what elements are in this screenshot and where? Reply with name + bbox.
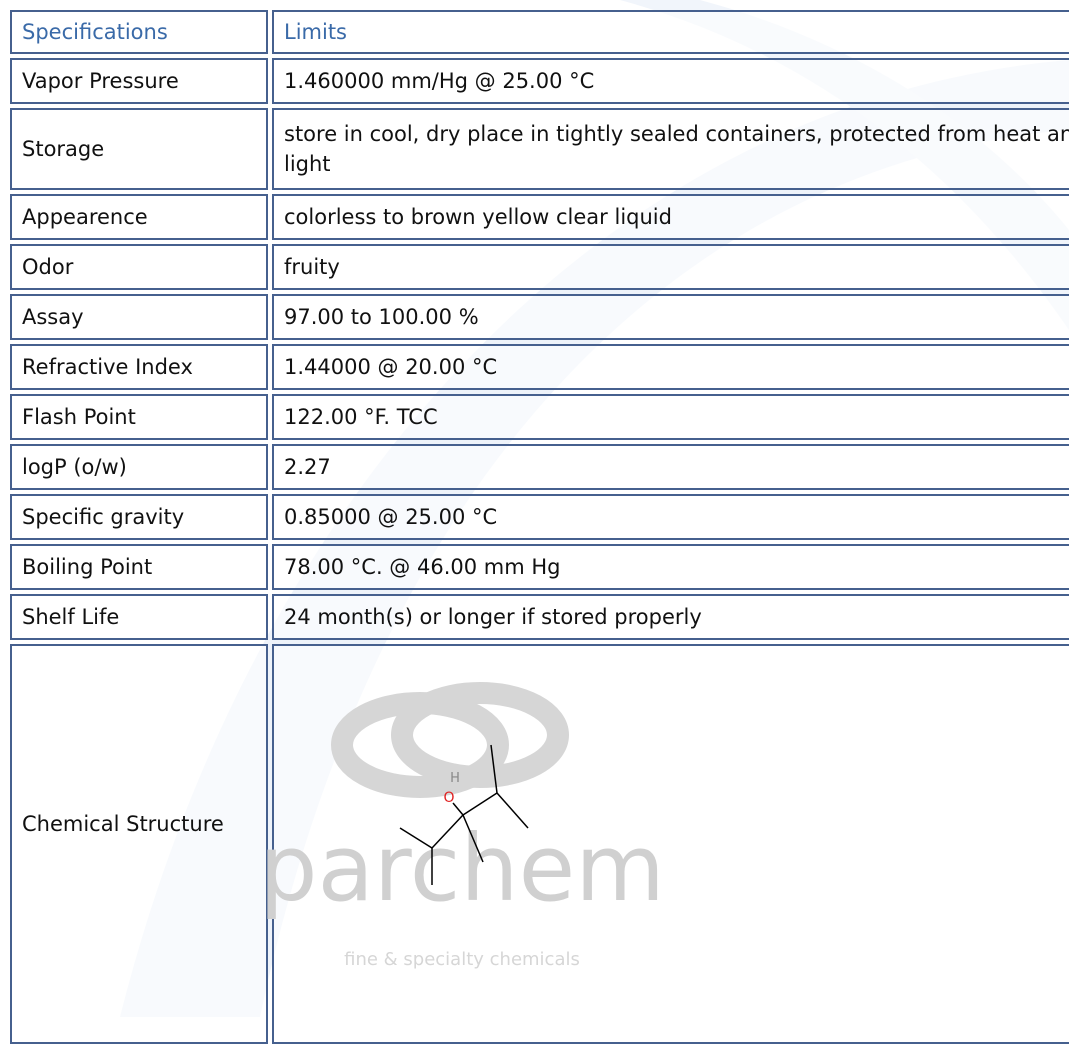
table-row: Refractive Index 1.44000 @ 20.00 °C [10, 344, 1069, 390]
header-cell: Specifications [10, 10, 268, 54]
table-row: Odor fruity [10, 244, 1069, 290]
table-row: logP (o/w) 2.27 [10, 444, 1069, 490]
spec-value: fruity [272, 244, 1069, 290]
spec-name: logP (o/w) [10, 444, 268, 490]
table-body: Specifications Limits Vapor Pressure 1.4600… [10, 10, 1069, 1044]
spec-value: 0.85000 @ 25.00 °C [272, 494, 1069, 540]
spec-value: store in cool, dry place in tightly seal… [272, 108, 1069, 190]
spec-value: 24 month(s) or longer if stored properly [272, 594, 1069, 640]
table-row: Appearence colorless to brown yellow clea… [10, 194, 1069, 240]
spec-name: Odor [10, 244, 268, 290]
table-row: Storage store in cool, dry place in tight… [10, 108, 1069, 190]
table-row: Vapor Pressure 1.460000 mm/Hg @ 25.00 °C [10, 58, 1069, 104]
table-row: Assay 97.00 to 100.00 % [10, 294, 1069, 340]
spec-name: Shelf Life [10, 594, 268, 640]
spec-value: 2.27 [272, 444, 1069, 490]
spec-name: Specific gravity [10, 494, 268, 540]
spec-name: Refractive Index [10, 344, 268, 390]
spec-name: Assay [10, 294, 268, 340]
table-row: Specific gravity 0.85000 @ 25.00 °C [10, 494, 1069, 540]
header-cell: Limits [272, 10, 1069, 54]
spec-value [272, 644, 1069, 1044]
spec-value: colorless to brown yellow clear liquid [272, 194, 1069, 240]
table-row: Chemical Structure [10, 644, 1069, 1044]
spec-name: Appearence [10, 194, 268, 240]
table-row: Boiling Point 78.00 °C. @ 46.00 mm Hg [10, 544, 1069, 590]
spec-name: Vapor Pressure [10, 58, 268, 104]
spec-value: 97.00 to 100.00 % [272, 294, 1069, 340]
spec-name: Boiling Point [10, 544, 268, 590]
spec-name: Chemical Structure [10, 644, 268, 1044]
table-row: Flash Point 122.00 °F. TCC [10, 394, 1069, 440]
spec-name: Flash Point [10, 394, 268, 440]
spec-value: 1.460000 mm/Hg @ 25.00 °C [272, 58, 1069, 104]
spec-table: Specifications Limits Vapor Pressure 1.4600… [6, 6, 1069, 1048]
spec-name: Storage [10, 108, 268, 190]
spec-value: 78.00 °C. @ 46.00 mm Hg [272, 544, 1069, 590]
table-row: Shelf Life 24 month(s) or longer if store… [10, 594, 1069, 640]
page: Specifications Limits Vapor Pressure 1.4600… [10, 0, 1069, 1044]
spec-value: 122.00 °F. TCC [272, 394, 1069, 440]
header-row: Specifications Limits [10, 10, 1069, 54]
spec-value: 1.44000 @ 20.00 °C [272, 344, 1069, 390]
